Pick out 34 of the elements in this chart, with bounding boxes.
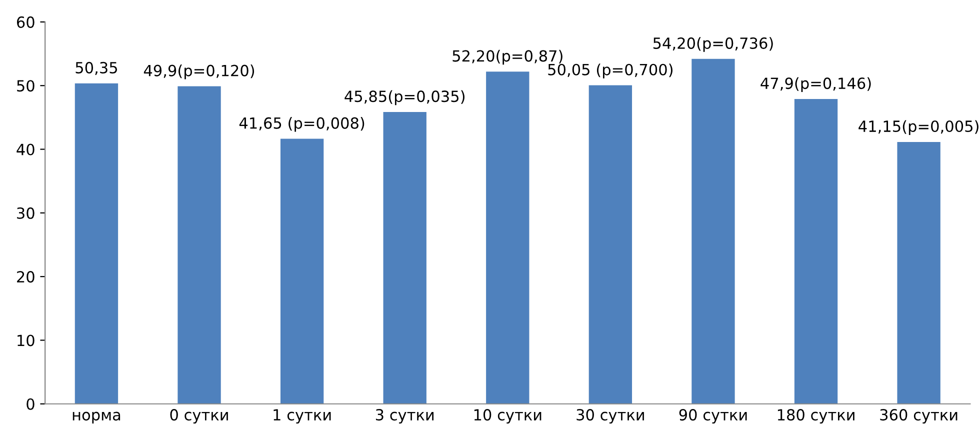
x-tick-label: 1 сутки: [274, 409, 331, 424]
data-label: 50,35: [76, 62, 118, 76]
x-tick-label: норма: [72, 412, 120, 424]
data-label: 41,65 (p=0,008): [239, 117, 364, 132]
y-tick-label: 40: [16, 144, 34, 156]
x-tick-label: 10 сутки: [474, 409, 542, 424]
bar: [692, 58, 735, 404]
x-tick-label: 0 сутки: [170, 409, 228, 424]
x-tick-label: 30 сутки: [576, 409, 644, 424]
data-label: 50,05 (p=0,700): [548, 64, 672, 78]
bar: [897, 142, 940, 404]
data-label: 49,9(p=0,120): [144, 64, 254, 80]
data-label: 45,85(p=0,035): [344, 90, 464, 106]
data-label: 41,15(p=0,005): [858, 120, 978, 135]
bar: [178, 86, 221, 404]
data-label: 47,9(p=0,146): [760, 77, 871, 92]
bar: [383, 112, 426, 404]
bar: [74, 83, 118, 404]
data-label: 52,20(p=0,87): [452, 50, 562, 65]
bar: [486, 72, 530, 404]
x-tick-label: 360 сутки: [880, 409, 958, 424]
x-tick-label: 90 сутки: [679, 409, 747, 424]
y-tick-label: 20: [17, 271, 34, 283]
y-tick-label: 10: [18, 334, 34, 346]
y-tick-label: 60: [16, 16, 34, 28]
bar: [588, 85, 632, 404]
y-tick-label: 30: [17, 207, 34, 219]
y-tick-label: 50: [17, 80, 34, 92]
data-label: 54,20(p=0,736): [653, 37, 773, 52]
y-tick-label: 0: [26, 398, 34, 410]
bar: [794, 98, 838, 404]
x-tick-label: 3 сутки: [376, 409, 434, 424]
x-tick-label: 180 сутки: [778, 409, 854, 424]
bar: [280, 138, 324, 404]
